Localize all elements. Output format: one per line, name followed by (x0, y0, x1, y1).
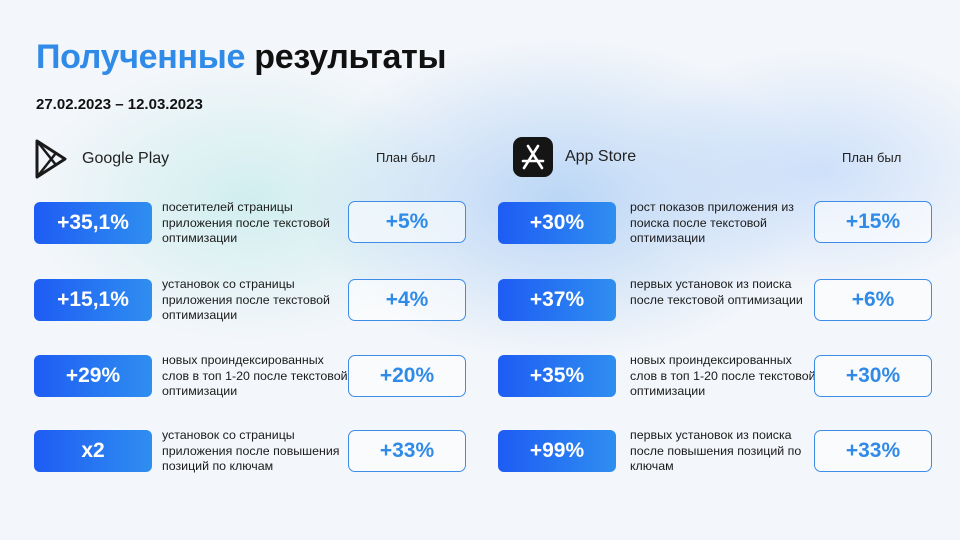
gp-result-description: установок со страницы приложения после т… (162, 277, 330, 322)
app-store-icon (513, 137, 553, 177)
app-store-header: App Store (513, 137, 636, 177)
as-result-badge: +37% (498, 279, 616, 321)
google-play-header: Google Play (34, 139, 169, 179)
as-plan-value: +33% (814, 430, 932, 472)
as-result-badge: +99% (498, 430, 616, 472)
gp-result-badge: +15,1% (34, 279, 152, 321)
as-result-badge: +35% (498, 355, 616, 397)
date-range: 27.02.2023 – 12.03.2023 (36, 96, 203, 113)
as-result-description: рост показов приложения из поиска после … (630, 200, 794, 245)
as-result-badge: +30% (498, 202, 616, 244)
as-result-description: первых установок из поиска после текстов… (630, 277, 803, 307)
app-store-label: App Store (565, 148, 637, 165)
google-play-label: Google Play (82, 150, 170, 167)
google-play-plan-label: План был (376, 150, 436, 165)
as-plan-value: +6% (814, 279, 932, 321)
gp-result-badge: +29% (34, 355, 152, 397)
gp-plan-value: +4% (348, 279, 466, 321)
gp-result-description: новых проиндексированных слов в топ 1-20… (162, 353, 348, 398)
title-accent: Полученные (36, 38, 246, 76)
gp-plan-value: +20% (348, 355, 466, 397)
gp-result-badge: +35,1% (34, 202, 152, 244)
as-plan-value: +15% (814, 201, 932, 243)
gp-plan-value: +33% (348, 430, 466, 472)
gp-result-description: посетителей страницы приложения после те… (162, 200, 330, 245)
title-rest: результаты (254, 38, 447, 76)
google-play-icon (35, 139, 67, 179)
page-title: Полученные результаты (36, 38, 447, 77)
gp-result-badge: x2 (34, 430, 152, 472)
gp-result-description: установок со страницы приложения после п… (162, 428, 340, 473)
gp-plan-value: +5% (348, 201, 466, 243)
app-store-plan-label: План был (842, 150, 902, 165)
as-result-description: новых проиндексированных слов в топ 1-20… (630, 353, 816, 398)
as-result-description: первых установок из поиска после повышен… (630, 428, 802, 473)
as-plan-value: +30% (814, 355, 932, 397)
